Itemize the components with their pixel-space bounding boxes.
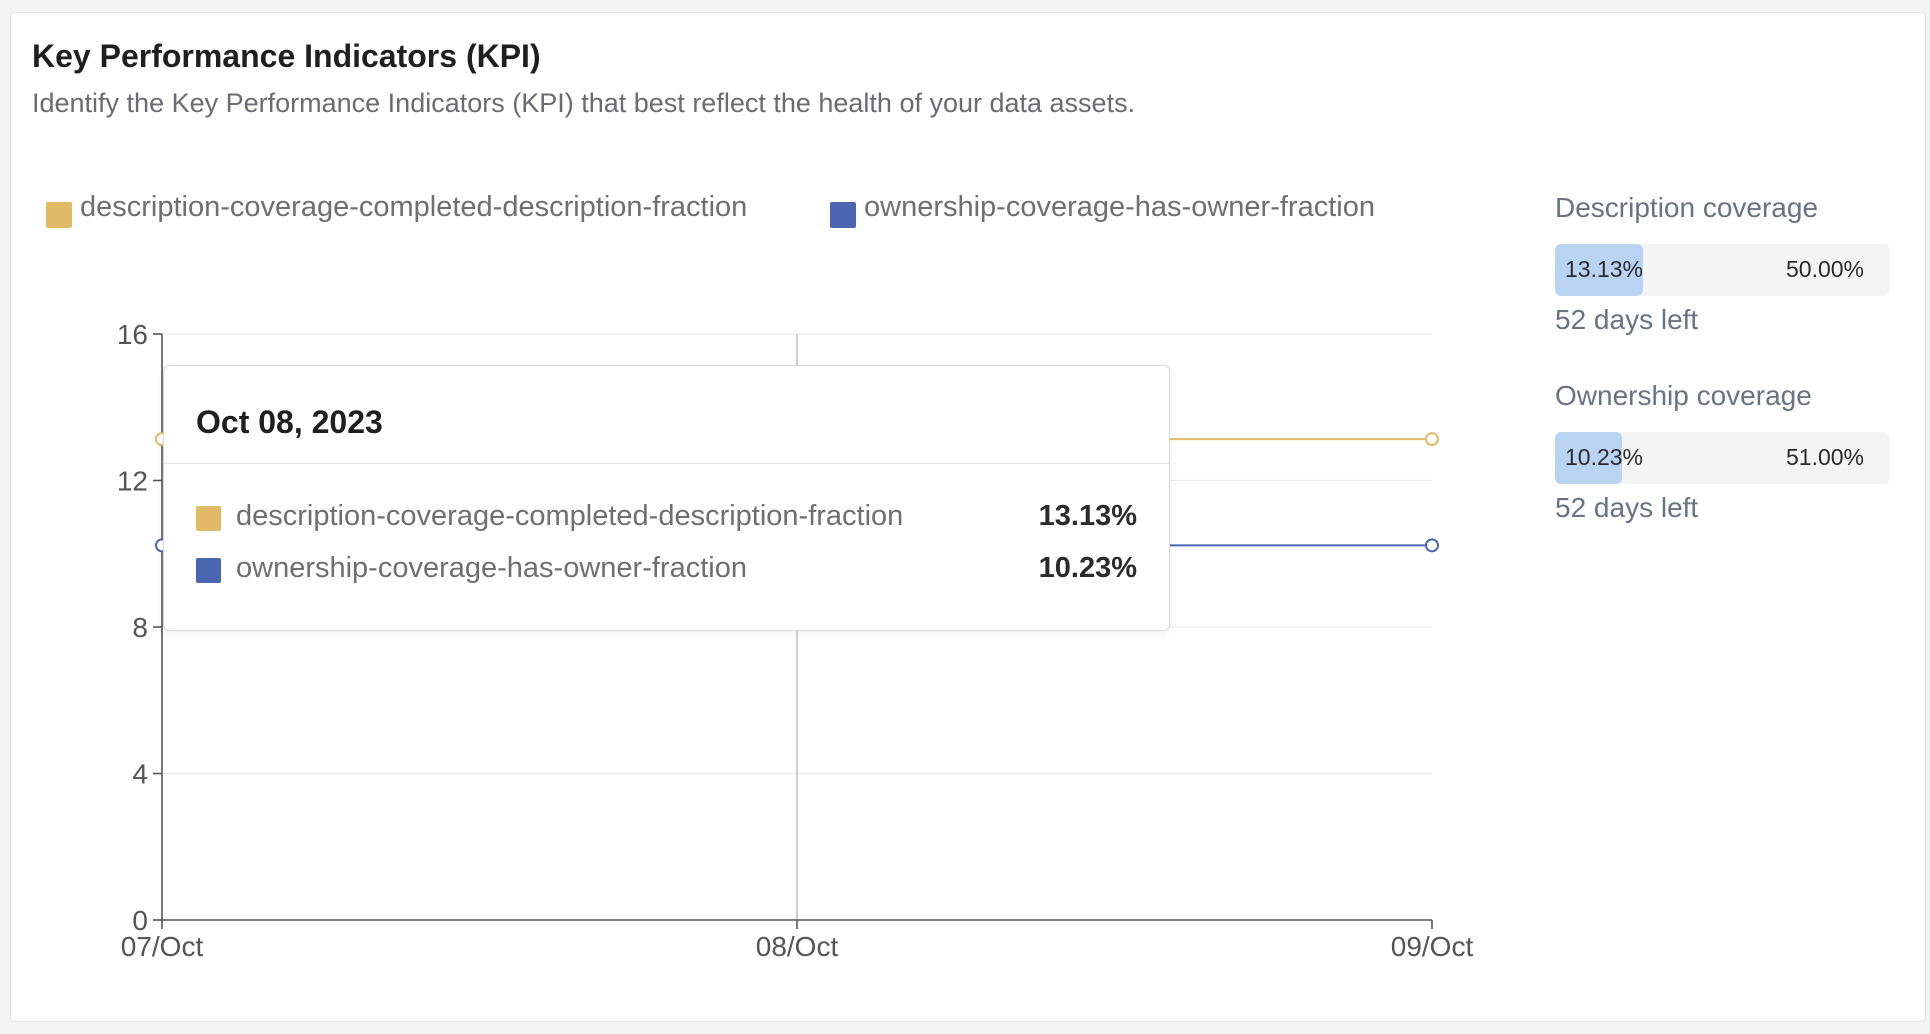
x-tick-label: 09/Oct: [1391, 931, 1474, 962]
chart-tooltip: Oct 08, 2023 description-coverage-comple…: [163, 365, 1170, 631]
x-tick-label: 08/Oct: [756, 931, 839, 962]
tooltip-series-value: 13.13%: [1038, 500, 1137, 532]
kpi-progress-fill: [1555, 244, 1643, 296]
tooltip-divider: [164, 463, 1169, 464]
page-title: Key Performance Indicators (KPI): [32, 38, 541, 74]
tooltip-row-description: description-coverage-completed-descripti…: [196, 498, 1137, 538]
kpi-progress-bar: 13.13% 50.00%: [1555, 244, 1890, 296]
data-point: [1425, 538, 1439, 553]
kpi-label: Description coverage: [1555, 192, 1819, 223]
tooltip-series-value: 10.23%: [1038, 552, 1137, 584]
kpi-target-value: 50.00%: [1785, 256, 1864, 282]
x-tick-label: 07/Oct: [121, 931, 204, 962]
kpi-current-value: 10.23%: [1565, 444, 1644, 470]
y-tick-label: 12: [117, 466, 148, 497]
tooltip-swatch: [196, 506, 221, 531]
kpi-current-value: 13.13%: [1565, 256, 1644, 282]
data-point: [1425, 432, 1439, 447]
tooltip-date: Oct 08, 2023: [196, 404, 383, 440]
legend-label: description-coverage-completed-descripti…: [80, 191, 748, 223]
legend-swatch: [46, 202, 72, 228]
y-tick-label: 4: [132, 759, 148, 790]
legend-label: ownership-coverage-has-owner-fraction: [864, 191, 1375, 223]
kpi-label: Ownership coverage: [1555, 380, 1812, 411]
kpi-days-left: 52 days left: [1555, 492, 1699, 523]
y-tick-label: 0: [132, 905, 148, 936]
tooltip-row-ownership: ownership-coverage-has-owner-fraction 10…: [196, 550, 1137, 590]
y-tick-label: 8: [132, 612, 148, 643]
kpi-target-value: 51.00%: [1785, 444, 1864, 470]
page-subtitle: Identify the Key Performance Indicators …: [32, 88, 1136, 118]
tooltip-swatch: [196, 558, 221, 583]
kpi-days-left: 52 days left: [1555, 304, 1699, 335]
legend-swatch: [830, 202, 856, 228]
tooltip-series-name: description-coverage-completed-descripti…: [236, 500, 904, 532]
kpi-progress-fill: [1555, 432, 1623, 484]
kpi-progress-bar: 10.23% 51.00%: [1555, 432, 1890, 484]
tooltip-series-name: ownership-coverage-has-owner-fraction: [236, 552, 747, 584]
y-tick-label: 16: [117, 319, 148, 350]
